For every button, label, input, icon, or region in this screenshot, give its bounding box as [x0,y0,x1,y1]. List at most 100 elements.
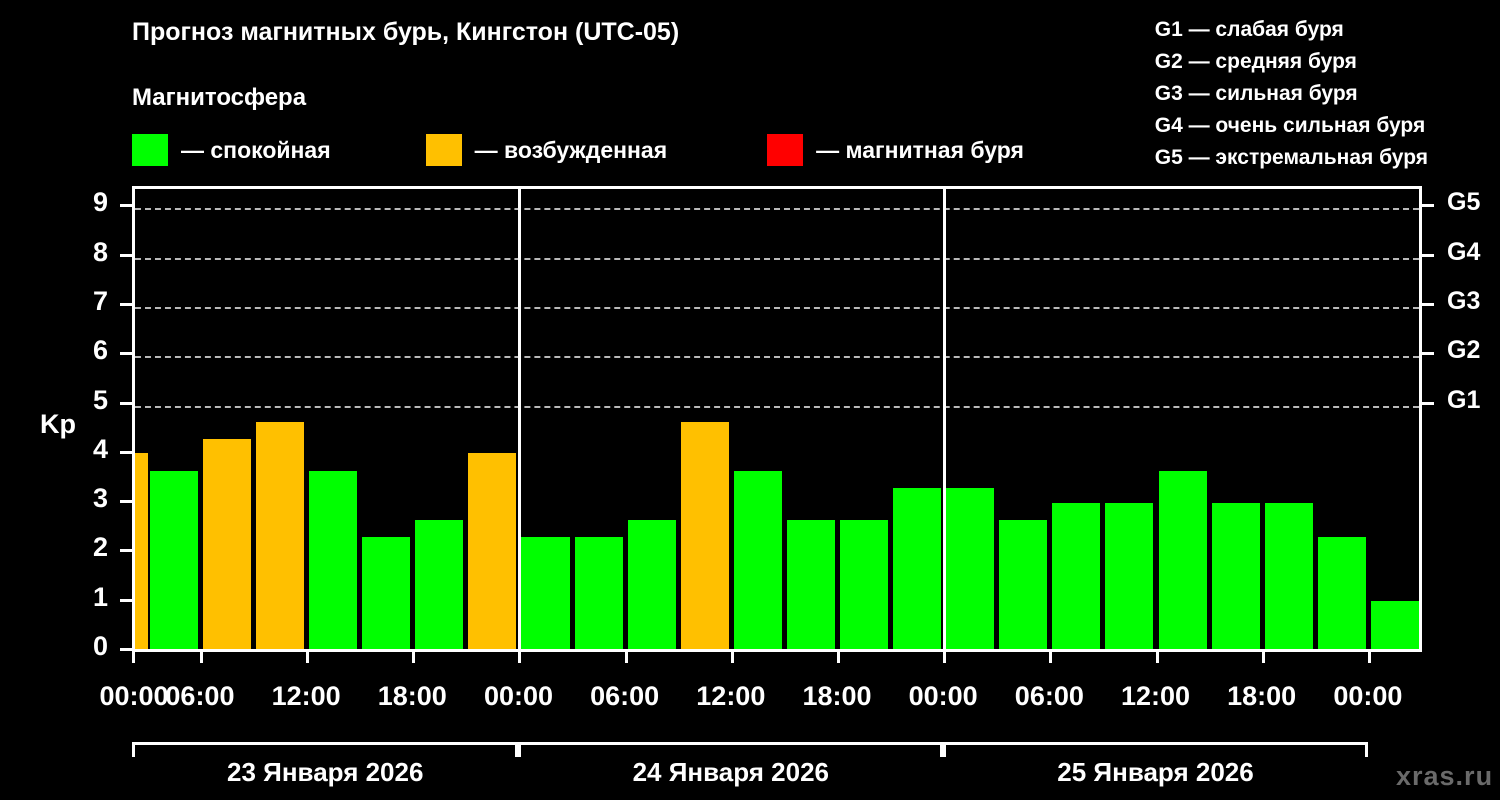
day-label-3: 25 Января 2026 [1057,757,1254,787]
day-bracket-2 [518,742,944,757]
legend-swatch-unsettled [425,134,462,166]
legend-swatch-quiet [132,134,168,166]
g-tick-G2 [1422,352,1434,356]
y-tick-label-0: 0 [92,631,108,661]
x-axis-line [132,649,1422,652]
y-tick-label-5: 5 [92,384,108,415]
bar [627,520,676,651]
bar [1317,537,1366,651]
y-tick-label-4: 4 [92,433,108,464]
x-tick-11 [1261,652,1265,663]
y-tick-0 [120,648,132,651]
bar [202,438,252,651]
page-title: Прогноз магнитных бурь, Кингстон (UTC-05… [132,18,680,46]
bar [946,487,995,651]
g-scale-line-g3: G3 — сильная буря [1154,82,1358,105]
x-tick-label-3: 18:00 [377,681,447,711]
x-tick-7 [836,652,840,663]
x-tick-label-2: 12:00 [271,681,341,711]
magnetosphere-legend-title: Магнитосфера [132,84,307,111]
bar [574,537,623,651]
x-tick-1 [199,652,203,663]
bar [1158,471,1207,651]
x-tick-6 [730,652,734,663]
x-tick-9 [1049,652,1053,663]
x-tick-label-8: 00:00 [908,681,978,711]
y-tick-9 [120,204,132,208]
bar [135,453,148,651]
bar [839,520,889,651]
g-axis-label-G4: G4 [1447,237,1481,266]
g-scale-line-g4: G4 — очень сильная буря [1154,114,1426,137]
legend-item-unsettled: — возбужденная [425,131,667,169]
x-tick-label-11: 18:00 [1227,681,1297,711]
x-tick-0 [132,652,135,663]
x-tick-label-6: 12:00 [696,681,766,711]
bar [1105,502,1154,651]
x-tick-label-1: 06:00 [165,681,235,711]
y-axis-title: Kp [40,409,76,439]
legend-item-storm: — магнитная буря [767,131,1024,169]
legend-swatch-storm [767,134,804,166]
bar [468,453,517,651]
g-axis-label-G5: G5 [1447,188,1481,217]
x-tick-label-9: 06:00 [1014,681,1084,711]
legend-label-storm: — магнитная буря [816,136,1024,163]
bar [149,471,198,651]
y-tick-label-9: 9 [92,187,108,218]
x-tick-label-0: 00:00 [99,681,169,711]
y-tick-4 [120,450,132,454]
bar-series [135,189,1419,651]
bar [1370,601,1419,651]
bar [256,421,305,651]
day-bracket-3 [943,742,1368,757]
y-tick-label-8: 8 [92,236,108,267]
x-tick-12 [1367,652,1371,663]
y-tick-label-1: 1 [92,581,108,612]
bar [1211,502,1260,651]
y-tick-label-3: 3 [92,483,108,514]
x-tick-4 [518,652,522,663]
x-tick-label-7: 18:00 [802,681,872,711]
legend-label-quiet: — спокойная [181,136,331,163]
bar [1052,502,1101,651]
y-tick-2 [120,549,132,553]
bar [733,471,782,651]
day-bracket-1 [132,742,519,757]
g-tick-G5 [1422,204,1434,208]
g-scale-line-g5: G5 — экстремальная буря [1154,146,1428,169]
y-tick-label-7: 7 [92,285,108,316]
x-tick-label-4: 00:00 [483,681,553,711]
y-tick-8 [120,253,132,257]
y-tick-label-6: 6 [92,335,108,366]
bar [1264,502,1313,651]
bar [786,520,835,651]
x-tick-8 [943,652,947,663]
gridline-kp-6 [135,356,1419,359]
magnetosphere-legend: — спокойная — возбужденная — магнитная б… [132,131,1024,169]
plot-inner [135,189,1419,651]
y-tick-label-2: 2 [92,532,108,563]
bar [999,520,1048,651]
bar [362,537,411,651]
y-tick-7 [120,302,132,306]
g-scale-line-g2: G2 — средняя буря [1154,50,1357,73]
y-tick-3 [120,500,132,504]
g-scale-legend: G1 — слабая буря G2 — средняя буря G3 — … [1155,14,1428,174]
gridline-kp-7 [135,306,1419,309]
watermark: xras.ru [1396,761,1494,791]
gridline-kp-8 [135,257,1419,260]
legend-item-quiet: — спокойная [132,131,331,169]
bar [680,421,729,651]
g-tick-G3 [1422,302,1434,306]
y-tick-5 [120,401,132,405]
gridline-kp-5 [135,405,1419,408]
g-tick-G4 [1422,253,1434,257]
day-separator-1 [518,189,522,651]
g-scale-line-g1: G1 — слабая буря [1154,18,1344,41]
x-tick-label-5: 06:00 [590,681,660,711]
gridline-kp-9 [135,208,1419,211]
x-tick-label-10: 12:00 [1120,681,1191,711]
